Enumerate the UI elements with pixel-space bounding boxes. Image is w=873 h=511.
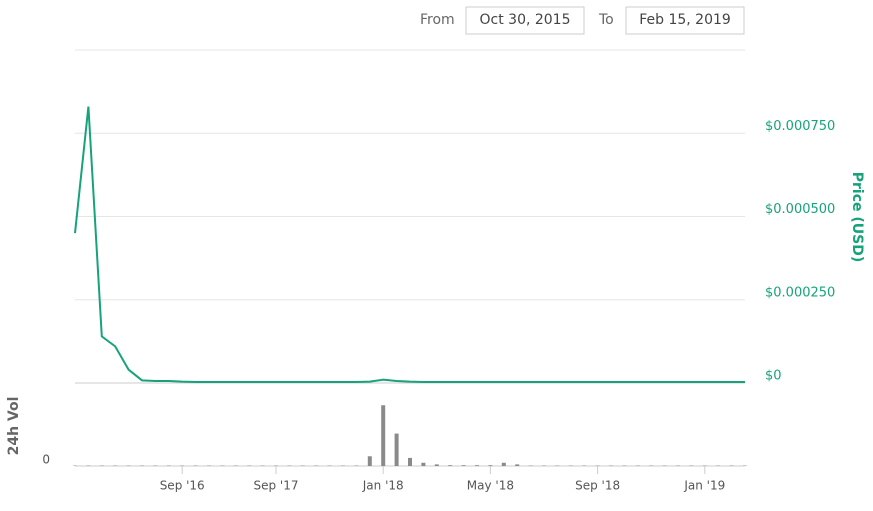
volume-bar bbox=[501, 462, 506, 466]
x-tick-label: Jan '19 bbox=[683, 479, 725, 493]
volume-axis-title: 24h Vol bbox=[6, 397, 22, 456]
y-tick-label: $0 bbox=[765, 369, 782, 384]
price-line bbox=[74, 106, 745, 384]
to-label: To bbox=[598, 12, 614, 28]
y-tick-label: $0.000500 bbox=[765, 202, 835, 217]
from-input[interactable] bbox=[465, 6, 585, 35]
y-tick-label: $0.000250 bbox=[765, 285, 835, 300]
volume-bar bbox=[475, 465, 479, 466]
volume-bar bbox=[434, 464, 439, 466]
y-axis-title: Price (USD) bbox=[849, 172, 865, 263]
from-value[interactable]: Oct 30, 2015 bbox=[480, 12, 571, 28]
x-tick-label: Sep '16 bbox=[160, 479, 205, 493]
x-tick-label: Sep '18 bbox=[575, 479, 620, 493]
from-label: From bbox=[420, 12, 455, 28]
x-tick-label: May '18 bbox=[467, 479, 514, 493]
to-value[interactable]: Feb 15, 2019 bbox=[639, 12, 731, 28]
volume-bar bbox=[408, 457, 412, 466]
y-tick-label: $0.000750 bbox=[765, 119, 835, 134]
volume-bar bbox=[448, 465, 453, 466]
volume-bar bbox=[461, 465, 466, 466]
volume-bar bbox=[394, 433, 399, 466]
x-tick-label: Jan '18 bbox=[362, 479, 404, 493]
volume-bar bbox=[515, 464, 520, 466]
volume-bar bbox=[421, 462, 426, 466]
volume-bar bbox=[367, 456, 372, 466]
to-input[interactable] bbox=[625, 6, 745, 35]
volume-tick-label: 0 bbox=[42, 453, 50, 467]
volume-bar bbox=[381, 405, 386, 466]
x-tick-label: Sep '17 bbox=[254, 479, 299, 493]
volume-bar bbox=[488, 465, 493, 466]
